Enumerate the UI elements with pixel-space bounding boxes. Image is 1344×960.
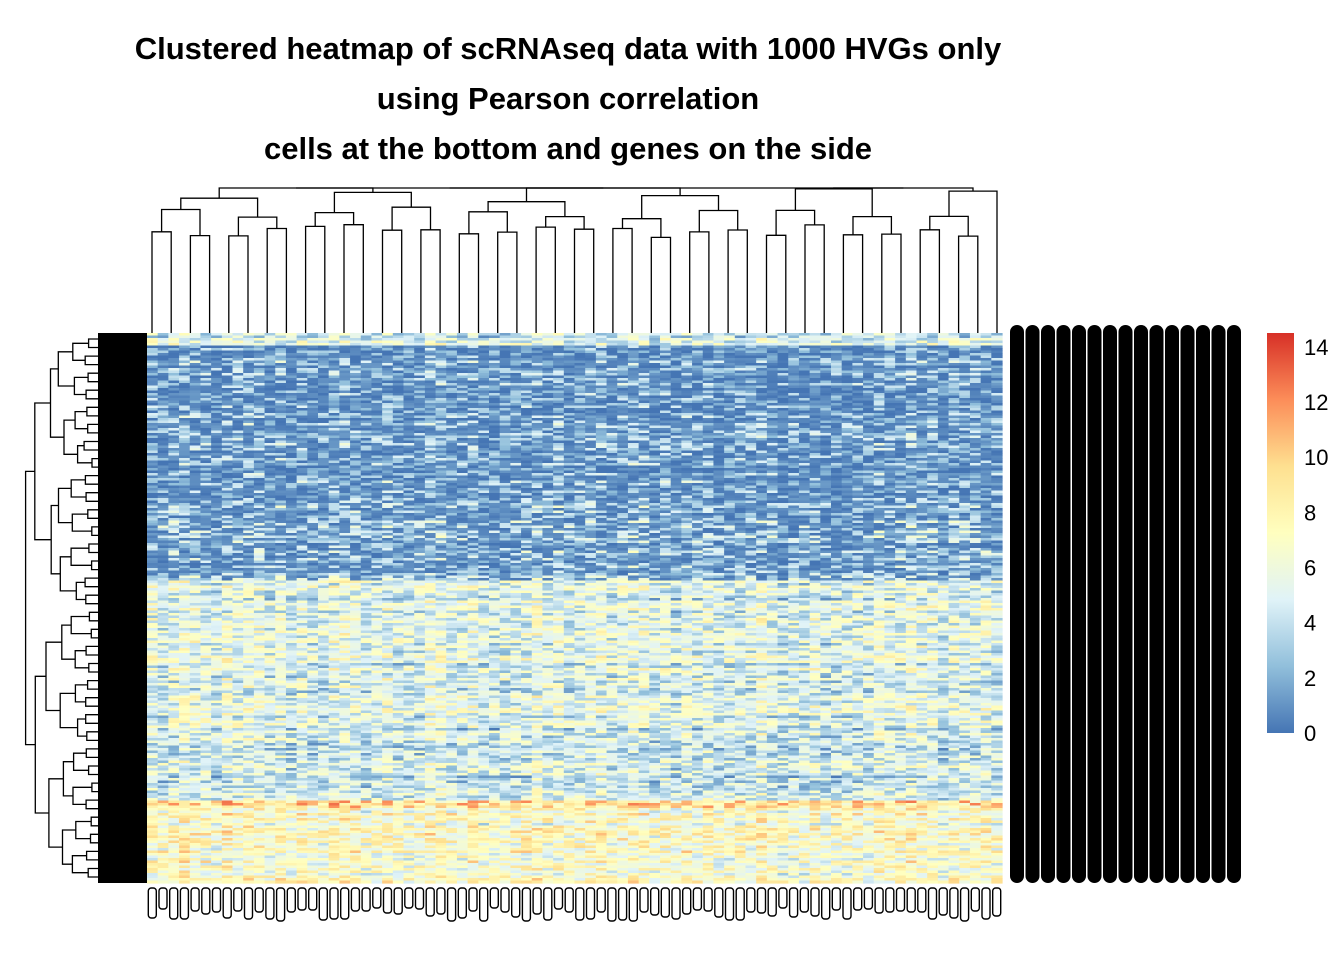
dendrogram-branch [51,369,65,437]
dendrogram-branch [72,856,88,873]
dendrogram-branch [87,851,100,860]
dendrogram-branch [190,236,209,333]
dendrogram-branch [73,787,92,804]
dendrogram-branch [776,210,815,235]
dendrogram-branch [642,196,719,219]
dendrogram-branch [383,230,402,333]
dendrogram-branch [152,232,171,333]
dendrogram-branch [219,188,373,198]
heatmap-cells [147,333,1003,884]
dendrogram-branch [26,471,36,744]
dendrogram-branch [882,234,901,333]
dendrogram-branch [392,207,430,230]
dendrogram-branch [334,192,411,212]
dendrogram-branch [498,232,517,333]
dendrogram-branch [459,234,478,333]
dendrogram-branch [71,617,91,634]
dendrogram-branch [49,779,63,847]
dendrogram-branch [78,446,92,463]
dendrogram-branch [75,651,89,668]
dendrogram-branch [613,229,632,334]
dendrogram-branch [86,800,100,809]
dendrogram-branch [181,198,258,217]
dendrogram-branch [62,625,75,659]
dendrogram-branch [63,762,73,796]
dendrogram-branch [469,212,507,234]
dendrogram-branch [58,352,74,386]
dendrogram-branch [959,236,978,333]
dendrogram-branch [229,236,248,333]
dendrogram-branch [76,582,85,599]
dendrogram-branch [267,229,286,334]
dendrogram-branch [46,642,62,710]
dendrogram-branch [86,698,100,707]
column-dendrogram [152,188,997,333]
dendrogram-branch [651,237,670,333]
dendrogram-branch [86,749,100,758]
dendrogram-branch [86,715,100,724]
dendrogram-branch [767,235,786,333]
dendrogram-branch [84,442,100,451]
dendrogram-branch [344,225,363,333]
dendrogram-branch [86,493,100,502]
dendrogram-branch [86,390,100,399]
dendrogram-branch [71,480,86,497]
dendrogram-branch [920,230,939,333]
dendrogram-branch [949,191,997,333]
dendrogram-branch [699,211,737,232]
dendrogram-branch [85,356,100,365]
row-dendrogram [26,339,100,877]
dendrogram-branch [72,514,91,531]
dendrogram-branch [73,343,89,360]
dendrogram-branch [86,595,100,604]
dendrogram-branch [85,578,100,587]
dendrogram-branch [63,830,76,864]
dendrogram-branch [86,646,100,655]
dendrogram-branch [843,235,862,333]
dendrogram-branch [85,476,100,485]
dendrogram-branch [76,822,91,839]
dendrogram-branch [35,403,51,540]
dendrogram-branch [75,412,88,429]
dendrogram-branch [690,232,709,333]
dendrogram-branch [795,189,872,217]
dendrogram-branch [853,217,891,235]
dendrogram-branch [536,227,555,333]
dendrogram-branch [728,230,747,333]
dendrogram-branch [59,488,73,522]
dendrogram-branch [306,226,325,333]
row-label-overplot [98,333,147,883]
dendrogram-branch [35,676,49,813]
dendrogram-branch [421,230,440,333]
dendrogram-branch [575,229,594,333]
dendrogram-branch [930,216,968,236]
row-labels [98,333,147,883]
dendrogram-branch [238,217,276,236]
dendrogram-branch [805,225,824,333]
dendrogram-branch [527,188,681,202]
dendrogram-branch [60,557,76,591]
dendrogram-branch [488,202,565,217]
